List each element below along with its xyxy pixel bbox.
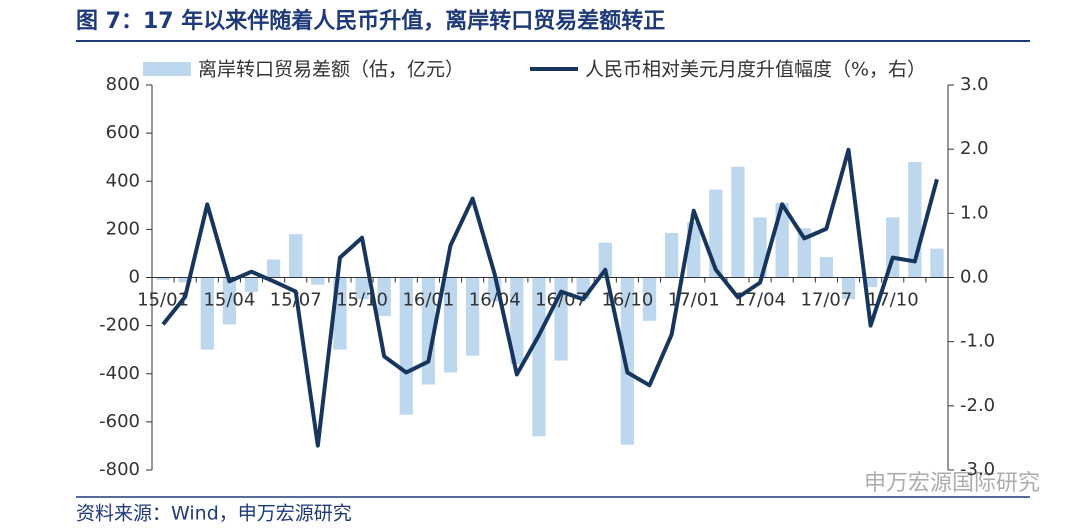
- y-tick-label: 600: [106, 122, 140, 143]
- x-tick-label: 15/04: [203, 290, 255, 311]
- bar: [664, 232, 679, 278]
- bar: [797, 228, 811, 278]
- legend-swatch: [143, 62, 191, 76]
- y-tick-label: -200: [99, 315, 140, 336]
- y2-tick-label: 1.0: [960, 202, 989, 223]
- y2-tick-label: -1.0: [960, 331, 995, 352]
- source: 资料来源：Wind，申万宏源研究: [76, 503, 352, 525]
- bar: [156, 277, 170, 280]
- y-tick-label: 200: [106, 218, 140, 239]
- y-tick-label: 800: [106, 74, 140, 95]
- bar: [465, 277, 480, 356]
- bar: [222, 277, 237, 325]
- bar: [598, 242, 612, 278]
- bar: [510, 277, 524, 365]
- y-tick-label: 0: [129, 267, 140, 288]
- bar: [289, 234, 303, 278]
- y-tick-label: -400: [99, 363, 140, 384]
- bar: [399, 277, 413, 415]
- y2-tick-label: 0.0: [960, 267, 989, 288]
- y-tick-label: 400: [106, 170, 140, 191]
- bar: [620, 277, 635, 445]
- x-tick-label: 16/04: [469, 290, 521, 311]
- watermark: 申万宏源国际研究: [864, 471, 1040, 496]
- y-tick-label: -800: [99, 459, 140, 480]
- y2-tick-label: 3.0: [960, 74, 989, 95]
- bar: [311, 277, 325, 285]
- x-tick-label: 15/10: [336, 290, 388, 311]
- bar: [355, 277, 369, 300]
- chart-title: 图 7：17 年以来伴随着人民币升值，离岸转口贸易差额转正: [76, 8, 665, 34]
- bar: [863, 277, 878, 288]
- y2-tick-label: -3.0: [960, 459, 995, 480]
- bar: [930, 248, 944, 278]
- bar: [753, 217, 767, 278]
- bar: [443, 277, 458, 373]
- x-tick-label: 16/01: [402, 290, 454, 311]
- bar: [244, 277, 259, 292]
- bar: [200, 277, 214, 350]
- x-tick-label: 17/07: [800, 290, 852, 311]
- bar: [178, 277, 192, 283]
- bar: [642, 277, 657, 321]
- bar: [841, 277, 856, 300]
- legend-label: 离岸转口贸易差额（估，亿元）: [198, 59, 464, 81]
- line: [161, 147, 939, 448]
- bar: [377, 277, 391, 316]
- y2-tick-label: 2.0: [960, 138, 989, 159]
- y2-tick-label: -2.0: [960, 395, 995, 416]
- bar: [421, 277, 436, 385]
- x-tick-label: 17/04: [734, 290, 786, 311]
- bar: [532, 277, 546, 437]
- bar: [731, 166, 745, 278]
- legend-label: 人民币相对美元月度升值幅度（%，右）: [585, 59, 926, 81]
- bar: [266, 259, 281, 278]
- bar: [819, 257, 834, 278]
- y-tick-label: -600: [99, 411, 140, 432]
